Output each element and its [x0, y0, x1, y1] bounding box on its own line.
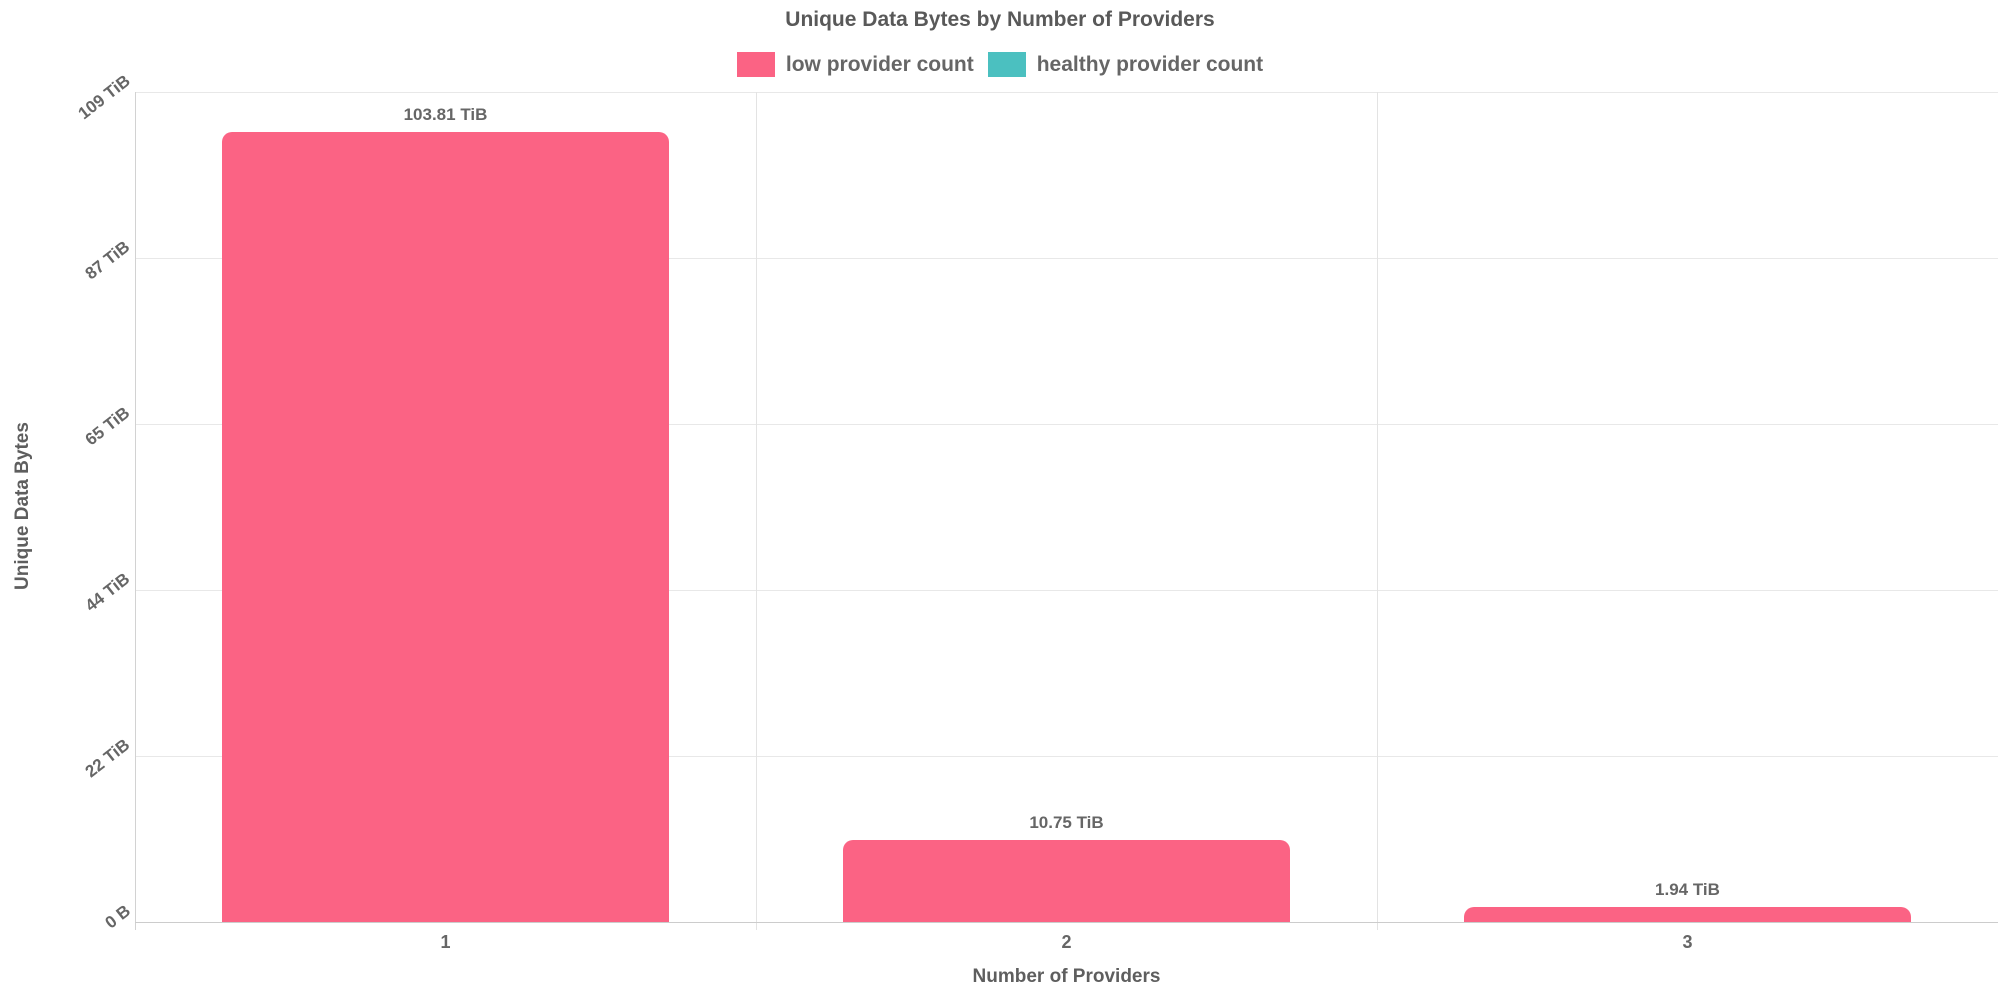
gridline-horizontal — [135, 258, 1998, 259]
bar-value-label: 103.81 TiB — [403, 104, 488, 124]
legend-label-healthy: healthy provider count — [1036, 52, 1264, 76]
y-axis-title: Unique Data Bytes — [12, 422, 33, 590]
gridline-vertical — [756, 92, 757, 930]
bar-low-providers-3[interactable] — [1463, 907, 1912, 922]
x-axis-title: Number of Providers — [972, 966, 1161, 987]
x-tick-label-2: 2 — [1061, 932, 1072, 952]
x-axis-line — [135, 922, 1998, 923]
x-tick-label-3: 3 — [1682, 932, 1693, 952]
x-tick-label-1: 1 — [440, 932, 451, 952]
bar-value-label: 1.94 TiB — [1655, 880, 1720, 900]
bar-group-1: 103.81 TiB — [135, 92, 756, 922]
legend-swatch-low-icon — [736, 52, 775, 77]
bar-groups: 103.81 TiB 10.75 TiB 1.94 TiB — [135, 92, 1998, 922]
bar-value-label: 10.75 TiB — [1029, 813, 1104, 833]
y-tick-label: 44 TiB — [81, 569, 134, 616]
gridline-horizontal — [135, 92, 1998, 93]
x-tick-labels: 1 2 3 — [135, 932, 1998, 953]
gridline-horizontal — [135, 424, 1998, 425]
bar-low-providers-2[interactable] — [842, 840, 1291, 922]
gridline-horizontal — [135, 590, 1998, 591]
y-tick-label: 87 TiB — [81, 237, 134, 284]
y-axis-line — [135, 92, 136, 930]
y-tick-label: 0 B — [100, 901, 134, 933]
y-tick-label: 22 TiB — [81, 735, 134, 782]
legend-item-healthy-provider-count[interactable]: healthy provider count — [987, 52, 1264, 77]
legend-item-low-provider-count[interactable]: low provider count — [736, 52, 974, 77]
bar-group-2: 10.75 TiB — [756, 92, 1377, 922]
y-tick-label: 109 TiB — [74, 71, 134, 124]
plot-area: 103.81 TiB 10.75 TiB 1.94 TiB — [135, 92, 1998, 930]
bar-group-3: 1.94 TiB — [1377, 92, 1998, 922]
bar-low-providers-1[interactable] — [221, 131, 670, 922]
gridline-horizontal — [135, 756, 1998, 757]
chart-title: Unique Data Bytes by Number of Providers — [785, 8, 1215, 31]
legend-swatch-healthy-icon — [987, 52, 1026, 77]
gridline-vertical — [1377, 92, 1378, 930]
legend: low provider count healthy provider coun… — [0, 52, 2000, 77]
legend-label-low: low provider count — [785, 52, 974, 76]
y-tick-label: 65 TiB — [81, 403, 134, 450]
